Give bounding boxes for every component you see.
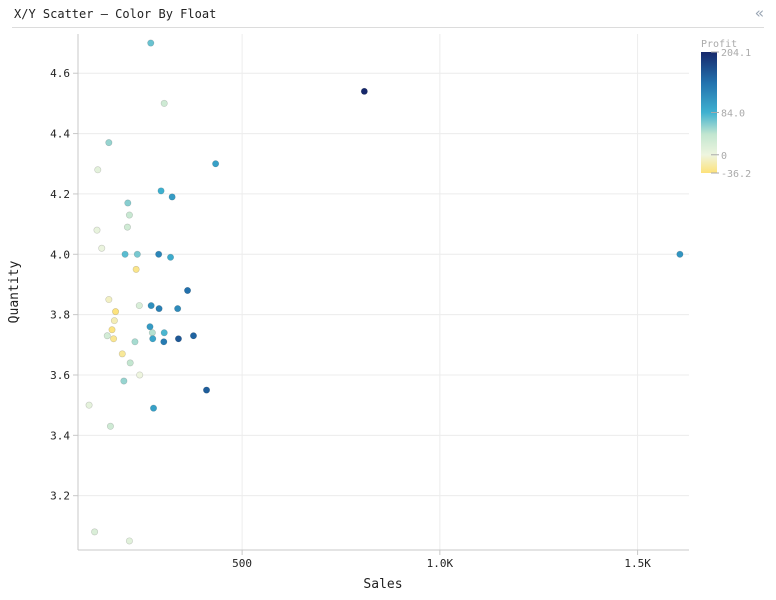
data-point[interactable] <box>203 386 211 394</box>
data-point[interactable] <box>91 528 99 536</box>
panel-title: X/Y Scatter – Color By Float <box>14 7 217 21</box>
color-legend: Profit 204.1 84.0 0 -36.2 <box>701 39 751 180</box>
data-point[interactable] <box>106 422 114 430</box>
data-point[interactable] <box>124 199 132 207</box>
y-tick-label: 4.0 <box>50 248 70 261</box>
y-axis-ticks: 3.2 3.4 3.6 3.8 4.0 4.2 4.4 4.6 <box>50 67 78 503</box>
data-point[interactable] <box>146 323 154 331</box>
legend-color-bar <box>701 52 717 173</box>
data-point[interactable] <box>108 326 116 334</box>
data-point[interactable] <box>131 338 139 346</box>
data-point[interactable] <box>147 302 155 310</box>
gridlines <box>78 34 689 550</box>
data-point[interactable] <box>360 87 368 95</box>
data-point[interactable] <box>93 226 101 234</box>
data-point[interactable] <box>155 250 163 258</box>
data-point[interactable] <box>676 250 684 258</box>
y-tick-label: 3.6 <box>50 369 70 382</box>
data-point[interactable] <box>133 250 141 258</box>
x-tick-label: 1.0K <box>427 557 454 570</box>
data-point[interactable] <box>132 265 140 273</box>
data-point[interactable] <box>112 308 120 316</box>
legend-label: 0 <box>721 151 727 162</box>
y-axis-label: Quantity <box>7 261 22 324</box>
data-point[interactable] <box>105 139 113 147</box>
data-point[interactable] <box>110 317 118 325</box>
x-tick-label: 1.5K <box>624 557 651 570</box>
title-divider <box>12 27 764 28</box>
data-point[interactable] <box>126 359 134 367</box>
data-point[interactable] <box>167 253 175 261</box>
data-point[interactable] <box>148 329 156 337</box>
data-point[interactable] <box>160 329 168 337</box>
data-point[interactable] <box>105 296 113 304</box>
data-point[interactable] <box>155 305 163 313</box>
data-point[interactable] <box>123 223 131 231</box>
data-point[interactable] <box>103 332 111 340</box>
y-tick-label: 4.4 <box>50 128 70 141</box>
data-point[interactable] <box>98 244 106 252</box>
data-point[interactable] <box>157 187 165 195</box>
legend-title: Profit <box>701 39 737 50</box>
data-point[interactable] <box>174 305 182 313</box>
data-point[interactable] <box>85 401 93 409</box>
data-point[interactable] <box>174 335 182 343</box>
scatter-points <box>85 39 684 545</box>
data-point[interactable] <box>94 166 102 174</box>
y-tick-label: 3.2 <box>50 490 70 503</box>
legend-label: 204.1 <box>721 48 751 59</box>
y-tick-label: 3.8 <box>50 309 70 322</box>
data-point[interactable] <box>189 332 197 340</box>
data-point[interactable] <box>135 302 143 310</box>
x-tick-label: 500 <box>232 557 252 570</box>
y-tick-label: 4.2 <box>50 188 70 201</box>
data-point[interactable] <box>121 250 129 258</box>
data-point[interactable] <box>136 371 144 379</box>
legend-label: 84.0 <box>721 108 745 119</box>
y-tick-label: 3.4 <box>50 429 70 442</box>
data-point[interactable] <box>125 537 133 545</box>
data-point[interactable] <box>212 160 220 168</box>
data-point[interactable] <box>160 338 168 346</box>
x-axis-ticks: 500 1.0K 1.5K <box>232 550 651 570</box>
collapse-panel-icon[interactable]: « <box>754 4 764 22</box>
data-point[interactable] <box>184 286 192 294</box>
y-tick-label: 4.6 <box>50 67 70 80</box>
data-point[interactable] <box>125 211 133 219</box>
data-point[interactable] <box>118 350 126 358</box>
data-point[interactable] <box>110 335 118 343</box>
data-point[interactable] <box>150 404 158 412</box>
data-point[interactable] <box>120 377 128 385</box>
data-point[interactable] <box>149 335 157 343</box>
data-point[interactable] <box>160 99 168 107</box>
legend-label: -36.2 <box>721 169 751 180</box>
data-point[interactable] <box>147 39 155 47</box>
data-point[interactable] <box>168 193 176 201</box>
x-axis-label: Sales <box>363 577 402 592</box>
